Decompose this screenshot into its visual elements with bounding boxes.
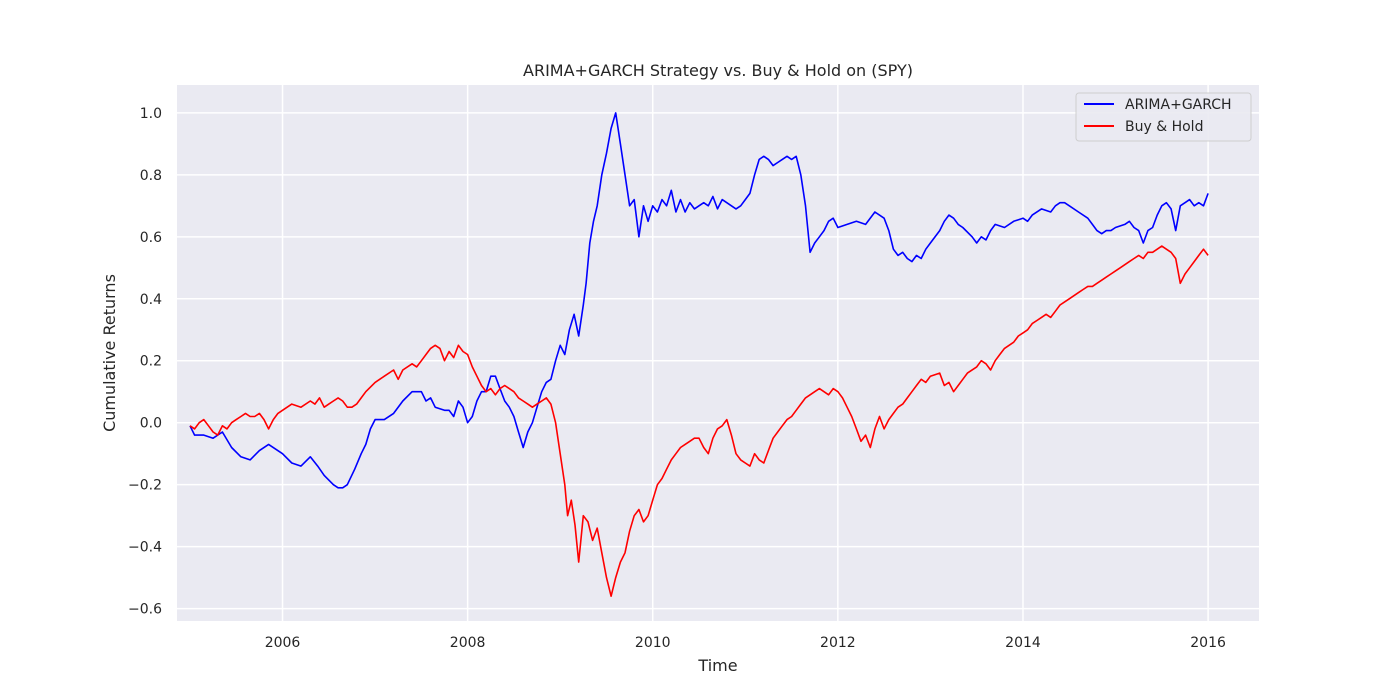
x-tick-label: 2010 [635, 635, 671, 651]
tick-labels: 2006 2008 2010 2012 2014 2016 −0.6 −0.4 −0.2 0.0 0… [128, 106, 1226, 651]
y-tick-label: 0.4 [140, 292, 162, 308]
y-tick-label: 0.0 [140, 416, 162, 432]
x-tick-label: 2006 [265, 635, 301, 651]
y-tick-label: −0.4 [128, 540, 162, 556]
y-tick-label: −0.6 [128, 602, 162, 618]
y-tick-label: −0.2 [128, 478, 162, 494]
x-axis-label: Time [697, 656, 737, 675]
series-line-arima-garch [189, 112, 1209, 489]
series-lines [189, 112, 1209, 598]
y-axis-label: Cumulative Returns [100, 274, 119, 432]
y-tick-label: 0.8 [140, 168, 162, 184]
series-line-buy-hold [189, 245, 1209, 598]
x-tick-label: 2008 [450, 635, 486, 651]
x-tick-label: 2016 [1190, 635, 1226, 651]
y-tick-label: 0.6 [140, 230, 162, 246]
legend: ARIMA+GARCH Buy & Hold [1075, 92, 1252, 142]
x-tick-label: 2012 [820, 635, 856, 651]
legend-label-arima-garch: ARIMA+GARCH [1125, 97, 1232, 113]
x-tick-label: 2014 [1005, 635, 1041, 651]
chart-title: ARIMA+GARCH Strategy vs. Buy & Hold on (… [523, 61, 913, 80]
plot-area [177, 85, 1259, 621]
legend-box [1075, 92, 1252, 142]
legend-label-buy-and-hold: Buy & Hold [1125, 119, 1203, 135]
y-tick-label: 1.0 [140, 106, 162, 122]
y-tick-label: 0.2 [140, 354, 162, 370]
grid-lines [177, 85, 1259, 621]
